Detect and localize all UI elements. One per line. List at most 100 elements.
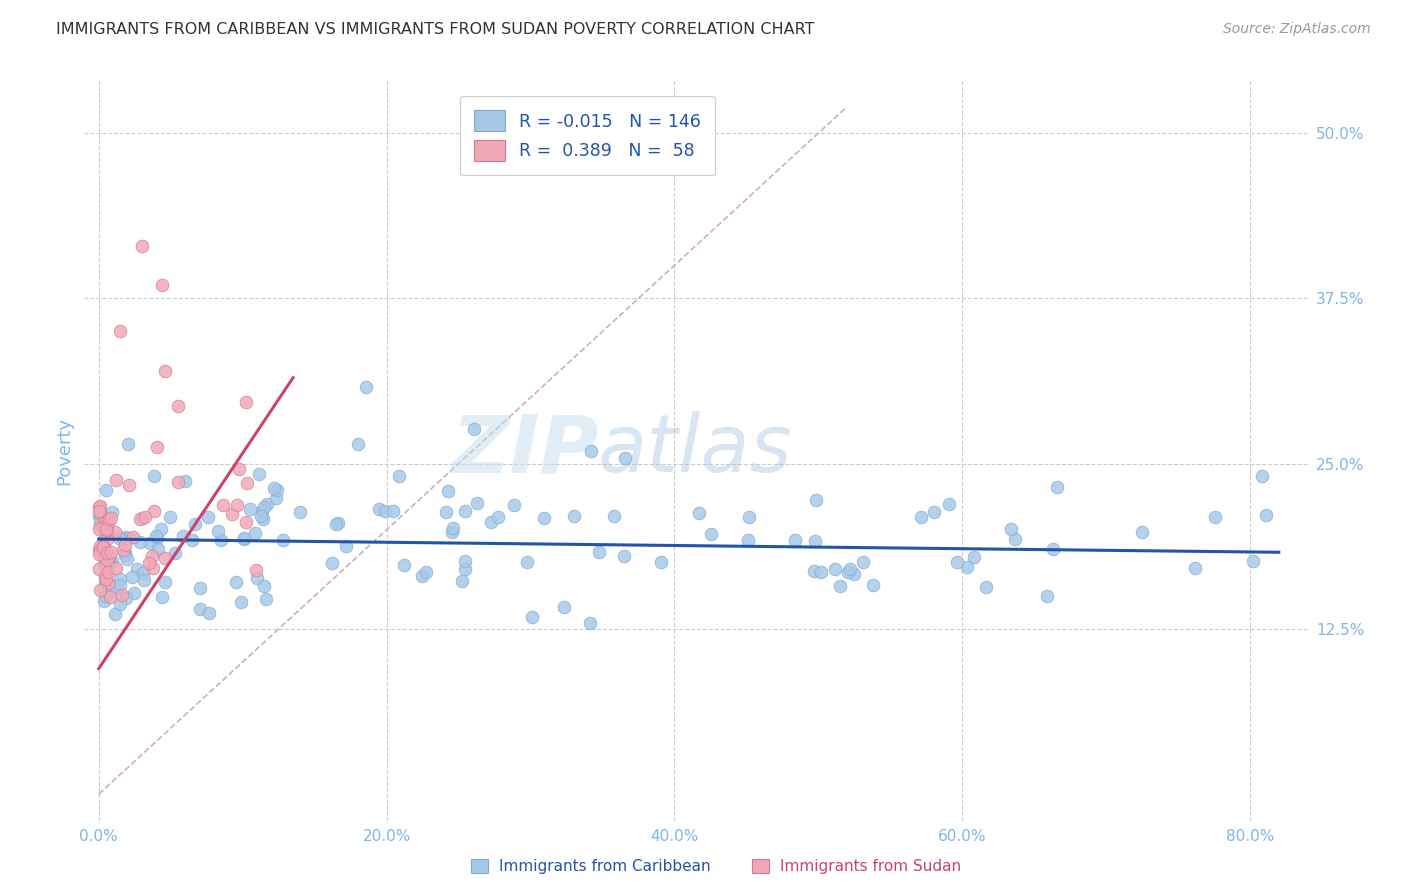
Point [114, 538, 136, 552]
Point [246, 571, 269, 585]
Point [226, 498, 249, 512]
Point [146, 542, 169, 557]
Point [229, 595, 252, 609]
Point [520, 610, 543, 624]
Point [98, 552, 121, 566]
Point [207, 524, 229, 538]
Point [211, 533, 233, 547]
Point [1130, 525, 1153, 540]
Point [810, 565, 832, 579]
Point [97, 575, 120, 590]
Point [141, 549, 163, 563]
Point [89, 500, 111, 515]
Point [266, 483, 288, 497]
Point [129, 512, 152, 526]
Point [233, 531, 256, 545]
Point [374, 504, 396, 518]
Point [737, 533, 759, 548]
Point [613, 549, 636, 563]
Point [388, 469, 411, 483]
Point [96, 553, 118, 567]
Point [89, 506, 111, 520]
Point [321, 556, 343, 570]
Point [1046, 480, 1069, 494]
Point [236, 475, 259, 490]
Point [150, 522, 173, 536]
Point [98, 590, 121, 604]
Point [844, 566, 866, 581]
Point [134, 573, 156, 587]
Point [94, 529, 117, 543]
Point [101, 505, 124, 519]
Point [250, 508, 273, 523]
Point [89, 518, 111, 533]
Point [108, 597, 131, 611]
Point [172, 529, 194, 543]
Point [700, 527, 723, 541]
Point [956, 560, 979, 574]
Point [97, 586, 120, 600]
Point [153, 364, 176, 378]
Point [963, 549, 986, 564]
Point [415, 565, 437, 579]
Point [122, 530, 145, 544]
Point [98, 549, 121, 564]
Point [271, 533, 294, 547]
Point [243, 526, 266, 541]
Point [104, 524, 127, 539]
Point [256, 497, 278, 511]
Point [553, 599, 575, 614]
Point [804, 534, 827, 549]
Point [104, 607, 127, 621]
Point [89, 500, 111, 514]
Point [253, 500, 276, 514]
Point [1204, 510, 1226, 524]
Point [335, 539, 357, 553]
Point [131, 511, 153, 525]
Point [94, 572, 117, 586]
Point [862, 578, 884, 592]
Point [180, 533, 202, 548]
Point [112, 543, 135, 558]
Point [145, 531, 167, 545]
Point [588, 545, 610, 559]
Point [392, 558, 415, 572]
Point [97, 516, 120, 531]
Text: IMMIGRANTS FROM CARIBBEAN VS IMMIGRANTS FROM SUDAN POVERTY CORRELATION CHART: IMMIGRANTS FROM CARIBBEAN VS IMMIGRANTS … [56, 22, 814, 37]
Point [479, 515, 502, 529]
Point [650, 555, 672, 569]
Point [98, 511, 121, 525]
Point [110, 325, 132, 339]
Point [134, 510, 156, 524]
Point [146, 440, 169, 454]
Point [167, 475, 190, 489]
Point [434, 505, 457, 519]
Point [411, 569, 433, 583]
Point [197, 510, 219, 524]
Point [108, 573, 131, 587]
Point [93, 589, 115, 603]
Point [107, 531, 129, 545]
Point [824, 562, 846, 576]
Point [91, 540, 114, 554]
Point [1036, 589, 1059, 603]
Point [110, 578, 132, 592]
Point [167, 399, 190, 413]
Point [117, 531, 139, 545]
Point [450, 574, 472, 588]
Point [830, 579, 852, 593]
Point [1184, 560, 1206, 574]
Point [503, 498, 526, 512]
Point [946, 555, 969, 569]
Point [785, 533, 807, 547]
Point [245, 563, 267, 577]
Point [247, 467, 270, 482]
Point [114, 549, 136, 563]
Point [254, 591, 277, 606]
Point [688, 506, 710, 520]
Point [101, 554, 124, 568]
Point [453, 504, 475, 518]
Point [89, 513, 111, 527]
Point [96, 522, 118, 536]
Point [100, 544, 122, 558]
